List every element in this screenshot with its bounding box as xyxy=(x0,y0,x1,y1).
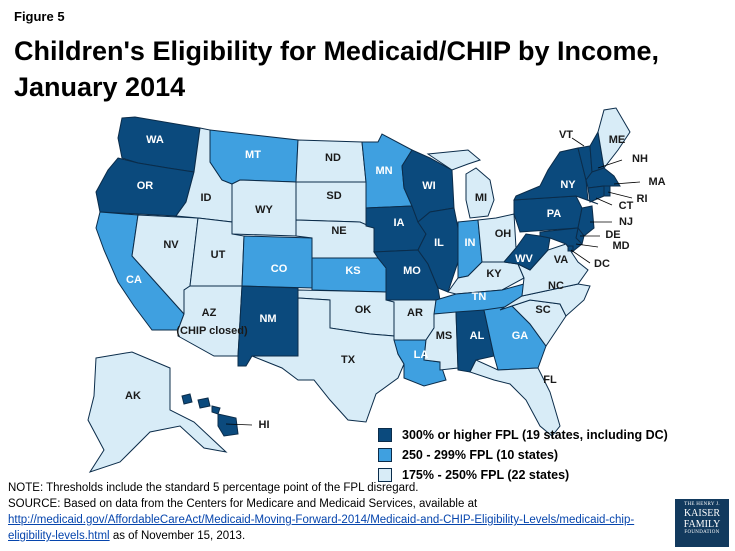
legend-swatch-high xyxy=(378,428,392,442)
state-label-ut: UT xyxy=(211,249,226,261)
state-ri xyxy=(603,185,611,197)
state-label-nj: NJ xyxy=(619,216,633,228)
state-label-sc: SC xyxy=(535,304,550,316)
legend-item-mid: 250 - 299% FPL (10 states) xyxy=(378,445,668,465)
state-label-in: IN xyxy=(465,237,476,249)
state-label-az: AZ xyxy=(202,307,217,319)
state-label-ma: MA xyxy=(648,176,665,188)
state-dc xyxy=(567,245,574,252)
state-label-wy: WY xyxy=(255,204,273,216)
state-label-vt: VT xyxy=(559,129,573,141)
state-label-sd: SD xyxy=(326,190,341,202)
state-tx xyxy=(251,297,405,423)
state-label-nm: NM xyxy=(259,313,276,325)
state-label-me: ME xyxy=(609,134,626,146)
legend: 300% or higher FPL (19 states, including… xyxy=(378,425,668,485)
state-label-ny: NY xyxy=(560,179,576,191)
state-label-ok: OK xyxy=(355,304,372,316)
state-il xyxy=(417,207,459,293)
state-label-nc: NC xyxy=(548,280,564,292)
state-nj xyxy=(577,205,595,237)
state-label-ia: IA xyxy=(394,217,405,229)
legend-item-high: 300% or higher FPL (19 states, including… xyxy=(378,425,668,445)
state-label-md: MD xyxy=(612,240,629,252)
state-label-hi: HI xyxy=(259,419,270,431)
legend-label-mid: 250 - 299% FPL (10 states) xyxy=(402,448,559,462)
legend-swatch-mid xyxy=(378,448,392,462)
state-label-mt: MT xyxy=(245,149,261,161)
state-ak xyxy=(87,351,228,473)
figure-label: Figure 5 xyxy=(14,9,65,24)
state-label-il: IL xyxy=(434,237,444,249)
state-label-nd: ND xyxy=(325,152,341,164)
state-label-pa: PA xyxy=(547,208,562,220)
notes: NOTE: Thresholds include the standard 5 … xyxy=(8,480,668,544)
source-date: as of November 15, 2013. xyxy=(109,530,246,542)
state-label-ga: GA xyxy=(512,330,529,342)
state-label-id: ID xyxy=(201,192,212,204)
state-label-ky: KY xyxy=(486,268,502,280)
state-label-ct: CT xyxy=(619,200,634,212)
state-co xyxy=(241,235,313,289)
source-link[interactable]: http://medicaid.gov/AffordableCareAct/Me… xyxy=(8,514,635,542)
state-label-wa: WA xyxy=(146,134,164,146)
leader-lines xyxy=(225,137,641,426)
source-text: SOURCE: Based on data from the Centers f… xyxy=(8,498,478,510)
legend-label-high: 300% or higher FPL (19 states, including… xyxy=(402,428,668,442)
state-sd xyxy=(295,181,367,227)
note-text: NOTE: Thresholds include the standard 5 … xyxy=(8,482,419,494)
state-label-mo: MO xyxy=(403,265,421,277)
state-label-co: CO xyxy=(271,263,288,275)
state-note-az: (CHIP closed) xyxy=(176,325,248,337)
state-label-mn: MN xyxy=(375,165,392,177)
state-label-nv: NV xyxy=(163,239,179,251)
state-label-ar: AR xyxy=(407,307,423,319)
state-label-la: LA xyxy=(414,349,429,361)
state-label-tx: TX xyxy=(341,354,356,366)
state-mi xyxy=(426,149,495,219)
legend-label-low: 175% - 250% FPL (22 states) xyxy=(402,468,570,482)
state-ar xyxy=(385,299,437,341)
logo-line-4: FOUNDATION xyxy=(684,530,720,535)
state-wv xyxy=(503,233,551,271)
state-hi xyxy=(181,393,239,437)
state-label-ri: RI xyxy=(637,193,648,205)
source-line: http://medicaid.gov/AffordableCareAct/Me… xyxy=(8,512,668,544)
state-label-al: AL xyxy=(470,330,485,342)
state-label-ca: CA xyxy=(126,274,142,286)
state-az xyxy=(177,285,243,357)
state-label-de: DE xyxy=(605,229,620,241)
kff-logo: THE HENRY J. KAISER FAMILY FOUNDATION xyxy=(675,499,729,547)
state-label-va: VA xyxy=(554,254,569,266)
state-label-oh: OH xyxy=(495,228,512,240)
state-ct xyxy=(587,185,605,203)
map-title: Children's Eligibility for Medicaid/CHIP… xyxy=(14,36,660,102)
state-label-fl: FL xyxy=(543,374,557,386)
state-label-ak: AK xyxy=(125,390,141,402)
legend-item-low: 175% - 250% FPL (22 states) xyxy=(378,465,668,485)
logo-line-2: KAISER xyxy=(683,508,721,519)
state-fl xyxy=(469,359,561,437)
logo-line-1: THE HENRY J. xyxy=(684,502,720,507)
state-label-or: OR xyxy=(137,180,154,192)
state-label-tn: TN xyxy=(472,291,487,303)
state-label-dc: DC xyxy=(594,258,610,270)
state-label-ms: MS xyxy=(436,330,453,342)
legend-swatch-low xyxy=(378,468,392,482)
state-label-ks: KS xyxy=(345,265,360,277)
state-wy xyxy=(231,179,297,237)
state-label-mi: MI xyxy=(475,192,487,204)
logo-line-3: FAMILY xyxy=(683,519,721,530)
state-label-wv: WV xyxy=(515,253,533,265)
state-label-ne: NE xyxy=(331,225,346,237)
state-label-nh: NH xyxy=(632,153,648,165)
state-label-wi: WI xyxy=(422,180,435,192)
